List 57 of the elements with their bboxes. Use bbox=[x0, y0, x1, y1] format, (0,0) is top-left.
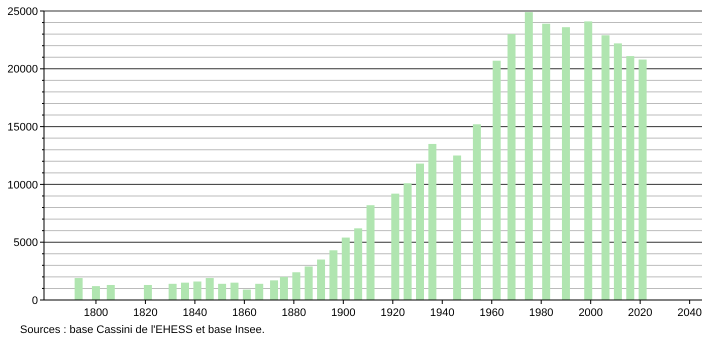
x-tick-label: 2040 bbox=[677, 307, 702, 319]
y-tick-label: 25000 bbox=[7, 6, 38, 18]
y-tick-label: 10000 bbox=[7, 179, 38, 192]
bar bbox=[366, 205, 375, 300]
bar bbox=[562, 27, 570, 300]
x-tick-label: 1960 bbox=[479, 307, 504, 319]
bar bbox=[453, 156, 462, 300]
bar bbox=[508, 34, 516, 300]
bar bbox=[404, 183, 412, 300]
bar bbox=[193, 282, 202, 300]
bar bbox=[329, 250, 338, 300]
bar bbox=[92, 286, 100, 300]
bar bbox=[317, 260, 326, 300]
bar bbox=[144, 284, 152, 300]
bar bbox=[242, 290, 251, 300]
bar bbox=[416, 164, 424, 300]
bar bbox=[74, 278, 83, 300]
y-tick-label: 15000 bbox=[7, 121, 38, 134]
x-tick-label: 1940 bbox=[430, 307, 455, 319]
x-tick-label: 1980 bbox=[528, 307, 554, 319]
x-tick-label: 2020 bbox=[628, 307, 652, 319]
y-tick-label: 20000 bbox=[7, 64, 38, 76]
x-tick-label: 1820 bbox=[133, 307, 158, 319]
bar bbox=[218, 284, 226, 300]
bar bbox=[255, 284, 264, 300]
bar bbox=[492, 60, 501, 300]
bar bbox=[638, 60, 647, 300]
bar bbox=[428, 144, 436, 300]
bar bbox=[614, 43, 622, 300]
bar bbox=[584, 21, 592, 300]
bar bbox=[304, 266, 313, 300]
bar bbox=[542, 24, 550, 300]
bar bbox=[626, 56, 634, 300]
x-tick-label: 2000 bbox=[578, 307, 603, 319]
y-tick-label: 5000 bbox=[14, 237, 38, 250]
bar bbox=[342, 238, 350, 300]
y-tick-label: 0 bbox=[32, 294, 38, 307]
bar bbox=[206, 278, 214, 300]
bar bbox=[270, 280, 278, 300]
bar bbox=[391, 194, 400, 300]
bar bbox=[106, 284, 115, 300]
bar bbox=[280, 276, 288, 300]
source-note: Sources : base Cassini de l'EHESS et base Insee. bbox=[20, 324, 265, 336]
bar bbox=[181, 282, 189, 300]
x-tick-label: 1900 bbox=[331, 307, 356, 319]
bar bbox=[168, 284, 177, 300]
bar bbox=[602, 35, 610, 300]
x-tick-label: 1860 bbox=[232, 307, 257, 319]
bar bbox=[354, 228, 362, 300]
x-tick-label: 1800 bbox=[84, 307, 108, 319]
x-tick-label: 1920 bbox=[380, 307, 406, 319]
bar bbox=[292, 272, 300, 300]
bar bbox=[230, 282, 238, 300]
bar bbox=[524, 12, 533, 300]
x-tick-label: 1880 bbox=[282, 307, 306, 319]
x-tick-label: 1840 bbox=[182, 307, 208, 319]
bar bbox=[472, 124, 481, 300]
